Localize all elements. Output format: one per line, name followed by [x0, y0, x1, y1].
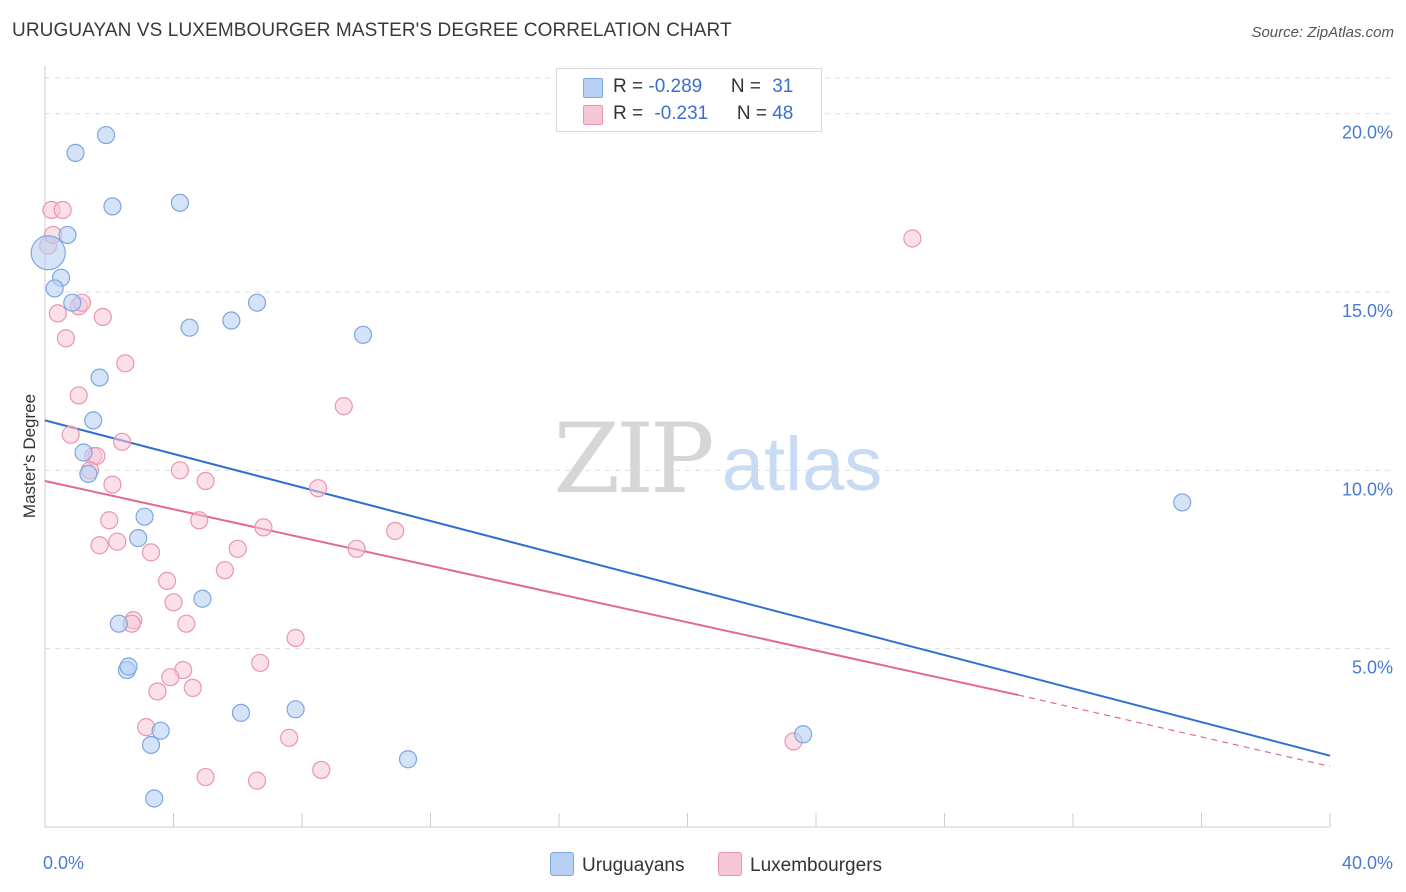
uruguayan-point — [45, 279, 64, 298]
correlation-legend: R = -0.289 N = 31 R = -0.231 N = 48 — [556, 68, 822, 132]
luxembourger-point — [247, 771, 267, 790]
luxembourger-point — [196, 471, 215, 491]
uruguayan-point — [63, 293, 82, 312]
luxembourger-point — [93, 307, 112, 327]
luxembourger-point — [61, 425, 80, 444]
watermark-atlas: atlas — [722, 422, 883, 507]
luxembourger-point — [347, 539, 366, 558]
uruguayan-point — [170, 193, 190, 212]
y-tick-label: 20.0% — [1342, 123, 1393, 143]
luxembourger-point — [312, 760, 331, 780]
luxembourger-point — [157, 571, 177, 591]
uruguayan-point — [84, 411, 103, 430]
uruguayan-point — [247, 293, 267, 312]
uruguayan-point — [398, 750, 418, 769]
uruguayan-point — [58, 225, 77, 245]
n-value-uruguayans: 31 — [772, 76, 794, 97]
r-value-uruguayans: -0.289 — [648, 76, 703, 97]
luxembourger-point — [161, 668, 180, 687]
uruguayan-point — [353, 325, 373, 344]
uruguayan-point — [222, 311, 241, 330]
luxembourger-point — [100, 511, 119, 530]
uruguayan-point — [145, 789, 164, 808]
legend-luxembourgers: Luxembourgers — [718, 852, 882, 877]
uruguayan-point — [135, 507, 154, 526]
uruguayan-point — [794, 725, 813, 744]
legend-row-luxembourgers: R = -0.231 N = 48 — [613, 103, 794, 124]
axes — [44, 66, 1331, 828]
uruguayan-point — [151, 721, 170, 740]
luxembourger-point — [48, 304, 67, 323]
luxembourgers-legend-swatch — [718, 852, 742, 876]
luxembourger-point — [56, 329, 75, 348]
luxembourger-point — [148, 682, 167, 701]
luxembourger-point — [177, 614, 196, 633]
luxembourger-point — [228, 539, 247, 558]
uruguayan-point — [231, 703, 251, 722]
r-value-luxembourgers: -0.231 — [654, 103, 709, 124]
source-note: Source: ZipAtlas.com — [1251, 24, 1394, 41]
legend-row-uruguayans: R = -0.289 N = 31 — [613, 76, 794, 97]
luxembourger-point — [69, 386, 88, 405]
luxembourger-point — [116, 354, 135, 373]
luxembourger-point — [53, 200, 72, 220]
luxembourger-point — [90, 536, 109, 555]
uruguayan-point — [96, 125, 116, 145]
uruguayan-point — [193, 589, 212, 608]
luxembourger-point — [196, 767, 215, 787]
tick-labels: 5.0% 10.0% 15.0% 20.0% 0.0% 40.0% — [43, 123, 1393, 873]
uruguayan-point — [79, 464, 98, 483]
y-tick-label: 5.0% — [1352, 658, 1393, 678]
uruguayan-point — [119, 657, 138, 676]
uruguayan-point — [66, 143, 85, 162]
y-tick-label: 15.0% — [1342, 301, 1393, 321]
y-tick-label: 10.0% — [1342, 479, 1393, 499]
luxembourgers-trend-line — [44, 480, 1019, 697]
luxembourger-point — [386, 521, 405, 541]
uruguayan-point — [286, 700, 305, 719]
uruguayan-point — [103, 197, 122, 216]
luxembourger-point — [286, 628, 305, 648]
watermark-zip: ZIP — [553, 403, 712, 515]
luxembourger-point — [215, 561, 234, 580]
luxembourger-point — [112, 432, 132, 451]
grid-lines — [45, 77, 1392, 650]
luxembourger-point — [903, 229, 922, 248]
luxembourger-point — [103, 475, 122, 494]
luxembourger-point — [170, 461, 190, 480]
luxembourger-swatch — [583, 105, 603, 125]
uruguayan-point — [74, 443, 93, 462]
luxembourger-point — [334, 397, 353, 416]
uruguayans-trend-line — [44, 419, 1331, 757]
luxembourger-point — [141, 543, 161, 562]
uruguayan-point — [1173, 493, 1192, 512]
luxembourger-point — [254, 518, 273, 537]
luxembourger-point — [183, 678, 202, 698]
uruguayan-point — [30, 235, 66, 271]
n-value-luxembourgers: 48 — [772, 103, 794, 124]
uruguayan-point — [109, 614, 128, 633]
uruguayan-point — [129, 528, 148, 548]
luxembourger-point — [164, 593, 183, 612]
luxembourger-point — [280, 728, 299, 747]
chart-title: URUGUAYAN VS LUXEMBOURGER MASTER'S DEGRE… — [12, 20, 732, 41]
uruguayan-swatch — [583, 78, 603, 98]
luxembourger-point — [251, 653, 270, 673]
uruguayan-point — [180, 318, 199, 337]
luxembourgers-trend-extension — [1018, 694, 1331, 767]
luxembourger-point — [108, 532, 127, 551]
uruguayan-point — [90, 368, 109, 387]
uruguayans-legend-swatch — [550, 852, 574, 876]
luxembourger-point — [190, 511, 209, 530]
x-tick-label: 40.0% — [1342, 853, 1393, 873]
legend-uruguayans: Uruguayans — [550, 852, 684, 877]
luxembourger-point — [308, 479, 328, 498]
x-tick-label: 0.0% — [43, 853, 84, 873]
uruguayan-point — [141, 735, 161, 755]
y-axis-label: Master's Degree — [20, 394, 39, 518]
data-points — [30, 125, 1192, 808]
